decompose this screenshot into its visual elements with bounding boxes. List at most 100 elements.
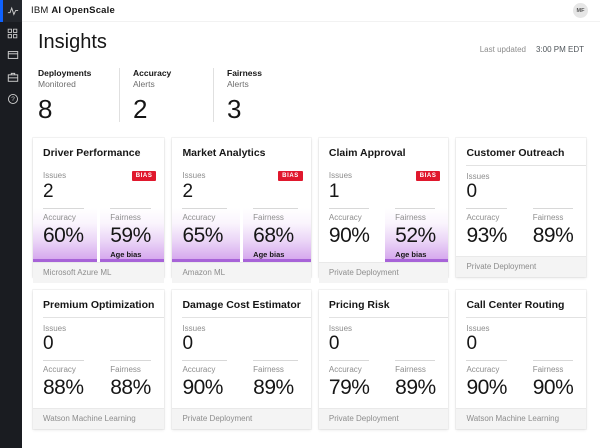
accuracy-label: Accuracy	[43, 212, 76, 222]
fairness-label: Fairness	[532, 364, 564, 374]
svg-text:?: ?	[11, 96, 15, 103]
card-footer-provider: Watson Machine Learning	[456, 407, 586, 429]
card-title: Call Center Routing	[466, 298, 565, 311]
divider	[328, 207, 370, 209]
card-footer-provider: Private Deployment	[318, 407, 449, 429]
divider	[43, 316, 165, 318]
issues-count: 2	[43, 180, 54, 202]
brand-name: AI OpenScale	[51, 5, 115, 16]
catalog-icon	[7, 71, 19, 83]
accuracy-metric: Accuracy 90%	[456, 359, 519, 408]
card-footer-provider: Amazon ML	[172, 261, 311, 283]
fairness-value: 89%	[253, 375, 294, 399]
accuracy-metric: Accuracy 60%	[33, 207, 98, 262]
issues-label: Issues	[328, 171, 353, 181]
issues-count: 0	[328, 332, 340, 354]
fairness-value: 52%	[395, 223, 436, 247]
issues-count: 0	[43, 332, 54, 354]
fairness-metric: Fairness 89%	[523, 207, 586, 256]
kpi-sublabel: Alerts	[227, 79, 249, 90]
fairness-metric: Fairness 90%	[523, 359, 586, 408]
card-title: Pricing Risk	[328, 298, 390, 311]
sidebar-item-dashboard[interactable]	[0, 44, 22, 66]
issues-label: Issues	[328, 323, 353, 333]
fairness-label: Fairness	[253, 364, 284, 374]
bias-badge: BIAS	[278, 170, 303, 181]
sidebar-item-help[interactable]: ?	[0, 88, 22, 110]
divider	[466, 164, 586, 166]
fairness-value: 89%	[395, 375, 436, 399]
bias-badge: BIAS	[131, 170, 157, 181]
accuracy-label: Accuracy	[466, 364, 500, 374]
divider	[466, 359, 507, 361]
fairness-metric: Fairness 89%	[243, 359, 311, 408]
deployment-card-claim-approval[interactable]: Claim Approval Issues BIAS 1 Accuracy 90%…	[318, 137, 449, 283]
summary-metrics: Deployments Monitored 8 Accuracy Alerts …	[38, 68, 586, 122]
deployment-card-call-center-routing[interactable]: Call Center Routing Issues 0 Accuracy 90…	[456, 289, 586, 429]
accuracy-value: 88%	[43, 375, 84, 399]
accuracy-label: Accuracy	[182, 212, 216, 222]
fairness-label: Fairness	[110, 212, 141, 222]
main-content: Insights Last updated 3:00 PM EDT Deploym…	[22, 31, 600, 429]
divider	[110, 359, 152, 361]
issues-count: 0	[466, 180, 478, 202]
card-footer-provider: Watson Machine Learning	[33, 407, 165, 429]
kpi-deployments: Deployments Monitored 8	[38, 68, 119, 122]
fairness-metric: Fairness 59% Age bias	[100, 207, 165, 262]
accuracy-label: Accuracy	[328, 212, 362, 222]
app-brand: IBM AI OpenScale	[31, 5, 115, 16]
fairness-value: 89%	[532, 223, 574, 247]
last-updated-label: Last updated	[479, 45, 526, 54]
fairness-label: Fairness	[532, 212, 564, 222]
sidebar-item-deployments[interactable]	[0, 22, 22, 44]
divider	[182, 359, 228, 361]
dashboard-icon	[7, 49, 19, 61]
accuracy-value: 79%	[328, 375, 370, 399]
accuracy-value: 65%	[182, 223, 223, 247]
bias-note: Age bias	[395, 249, 427, 259]
divider	[395, 359, 436, 361]
divider	[328, 359, 370, 361]
divider	[466, 207, 507, 209]
deployment-card-driver-performance[interactable]: Driver Performance Issues BIAS 2 Accuracy…	[33, 137, 165, 283]
kpi-label: Fairness	[227, 68, 262, 78]
brand-prefix: IBM	[31, 5, 49, 16]
issues-count: 2	[182, 180, 194, 202]
kpi-sublabel: Alerts	[133, 79, 155, 90]
card-title: Driver Performance	[43, 146, 141, 159]
deployment-card-pricing-risk[interactable]: Pricing Risk Issues 0 Accuracy 79% Fairn…	[318, 289, 449, 429]
divider	[328, 316, 449, 318]
page-title: Insights	[38, 31, 107, 53]
issues-label: Issues	[182, 171, 206, 181]
bias-badge: BIAS	[415, 170, 441, 181]
fairness-metric: Fairness 89%	[385, 359, 448, 408]
bias-note: Age bias	[110, 249, 142, 259]
issues-label: Issues	[466, 171, 490, 181]
kpi-value: 3	[227, 93, 242, 124]
accuracy-metric: Accuracy 90%	[319, 207, 382, 262]
accuracy-label: Accuracy	[43, 364, 76, 374]
user-avatar[interactable]: MF	[573, 3, 588, 18]
deployment-card-customer-outreach[interactable]: Customer Outreach Issues 0 Accuracy 93% …	[456, 137, 586, 277]
divider	[110, 207, 152, 209]
accuracy-value: 93%	[466, 223, 507, 247]
fairness-metric: Fairness 52% Age bias	[385, 207, 449, 262]
kpi-value: 8	[38, 93, 53, 124]
accuracy-metric: Accuracy 79%	[319, 359, 382, 408]
card-title: Market Analytics	[182, 146, 266, 159]
fairness-value: 90%	[532, 375, 574, 399]
deployment-card-premium-optimization[interactable]: Premium Optimization Issues 0 Accuracy 8…	[33, 289, 165, 429]
sidebar-item-catalog[interactable]	[0, 66, 22, 88]
issues-label: Issues	[43, 323, 67, 333]
kpi-label: Deployments	[38, 68, 92, 78]
deployment-card-market-analytics[interactable]: Market Analytics Issues BIAS 2 Accuracy 6…	[172, 137, 311, 283]
card-footer-provider: Private Deployment	[172, 407, 311, 429]
accuracy-metric: Accuracy 93%	[456, 207, 519, 256]
kpi-value: 2	[133, 93, 148, 124]
issues-label: Issues	[182, 323, 206, 333]
sidebar-item-insights[interactable]	[0, 0, 22, 22]
deployment-card-damage-cost-estimator[interactable]: Damage Cost Estimator Issues 0 Accuracy …	[172, 289, 311, 429]
kpi-label: Accuracy	[133, 68, 172, 78]
card-title: Customer Outreach	[466, 146, 565, 159]
issues-count: 0	[466, 332, 478, 354]
